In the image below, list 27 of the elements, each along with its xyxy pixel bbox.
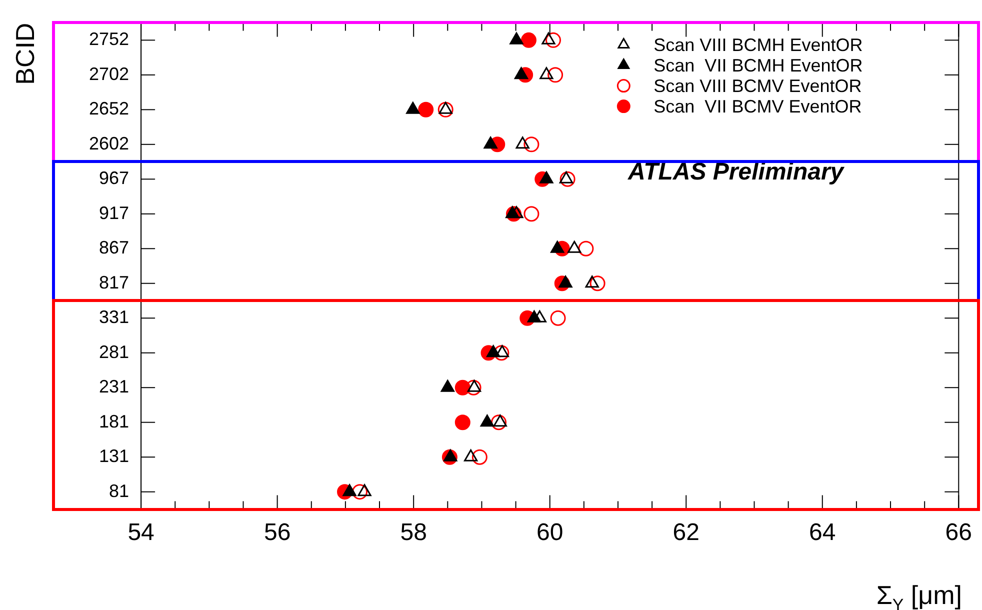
y-tick-label: 231 bbox=[98, 376, 130, 397]
y-tick-label: 967 bbox=[98, 168, 130, 188]
y-tick-label: 131 bbox=[98, 446, 130, 466]
y-tick-label: 867 bbox=[98, 238, 130, 258]
y-tick-label: 917 bbox=[98, 202, 130, 223]
y-tick-label: 2702 bbox=[88, 64, 130, 84]
y-tick-label: 81 bbox=[109, 480, 130, 501]
x-tick-label: 60 bbox=[536, 519, 564, 546]
legend-label: Scan VIII BCMH EventOR bbox=[654, 34, 863, 55]
legend-label: Scan VII BCMV EventOR bbox=[654, 96, 862, 116]
y-tick-label: 817 bbox=[98, 272, 130, 292]
y-tick-label: 2652 bbox=[88, 98, 130, 119]
x-tick-label: 54 bbox=[128, 519, 154, 546]
y-tick-label: 181 bbox=[98, 411, 130, 432]
x-tick-label: 56 bbox=[264, 519, 291, 546]
y-tick-label: 2602 bbox=[88, 133, 130, 154]
y-tick-label: 331 bbox=[98, 307, 130, 328]
x-tick-label: 66 bbox=[945, 519, 972, 546]
y-axis-title: BCID bbox=[10, 22, 40, 85]
y-tick-label: 2752 bbox=[88, 29, 130, 50]
y-tick-label: 281 bbox=[98, 342, 130, 362]
annotation: ATLAS Preliminary bbox=[627, 158, 846, 186]
x-tick-label: 62 bbox=[672, 519, 700, 546]
x-tick-label: 58 bbox=[400, 519, 427, 546]
legend-label: Scan VII BCMH EventOR bbox=[654, 55, 863, 76]
legend-label: Scan VIII BCMV EventOR bbox=[654, 76, 862, 96]
x-tick-label: 64 bbox=[809, 519, 836, 546]
